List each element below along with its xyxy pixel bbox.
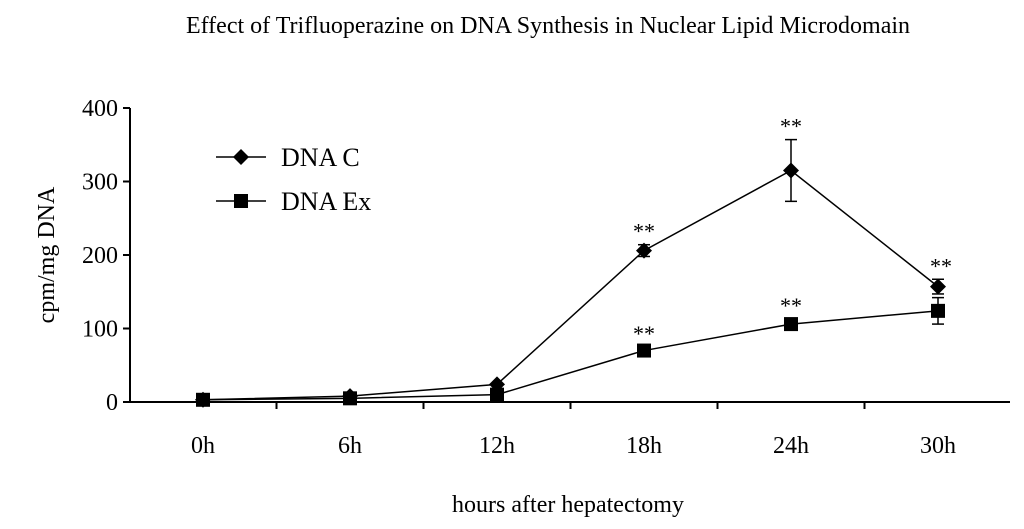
- data-point-2: [490, 387, 504, 402]
- data-point-1: [636, 242, 652, 259]
- data-point-2: [931, 303, 945, 318]
- significance-marker: **: [633, 219, 655, 244]
- x-tick-label: 12h: [479, 433, 515, 459]
- significance-marker: **: [780, 293, 802, 318]
- y-tick-label: 100: [82, 317, 118, 343]
- data-point-1: [783, 162, 799, 179]
- data-point-2: [637, 343, 651, 358]
- x-tick-label: 0h: [191, 433, 215, 459]
- y-axis-label: cpm/mg DNA: [34, 186, 60, 323]
- y-tick-label: 300: [82, 170, 118, 196]
- x-tick-label: 18h: [626, 433, 662, 459]
- significance-marker: **: [633, 321, 655, 346]
- y-tick-label: 400: [82, 96, 118, 122]
- series-line-2: [202, 310, 939, 401]
- x-axis-label: hours after hepatectomy: [452, 492, 684, 518]
- plot-area: 0 100 200 300 400 0h 6h 12h 18h 24h 30h ** ** ** ** ** D…: [82, 96, 1010, 459]
- legend-label-1: DNA C: [281, 143, 360, 172]
- legend-label-2: DNA Ex: [281, 187, 371, 216]
- series-line-1: [202, 169, 939, 401]
- legend-marker-1: [233, 149, 249, 165]
- data-point-1: [930, 278, 946, 295]
- data-point-2: [784, 317, 798, 332]
- data-point-2: [196, 392, 210, 407]
- x-tick-label: 30h: [920, 433, 956, 459]
- data-point-2: [343, 391, 357, 406]
- significance-marker: **: [930, 253, 952, 278]
- significance-marker: **: [780, 114, 802, 139]
- chart-title: Effect of Trifluoperazine on DNA Synthes…: [186, 13, 910, 39]
- x-tick-label: 6h: [338, 433, 362, 459]
- y-tick-label: 0: [106, 390, 118, 416]
- legend-marker-2: [234, 194, 248, 208]
- y-tick-label: 200: [82, 243, 118, 269]
- x-tick-label: 24h: [773, 433, 809, 459]
